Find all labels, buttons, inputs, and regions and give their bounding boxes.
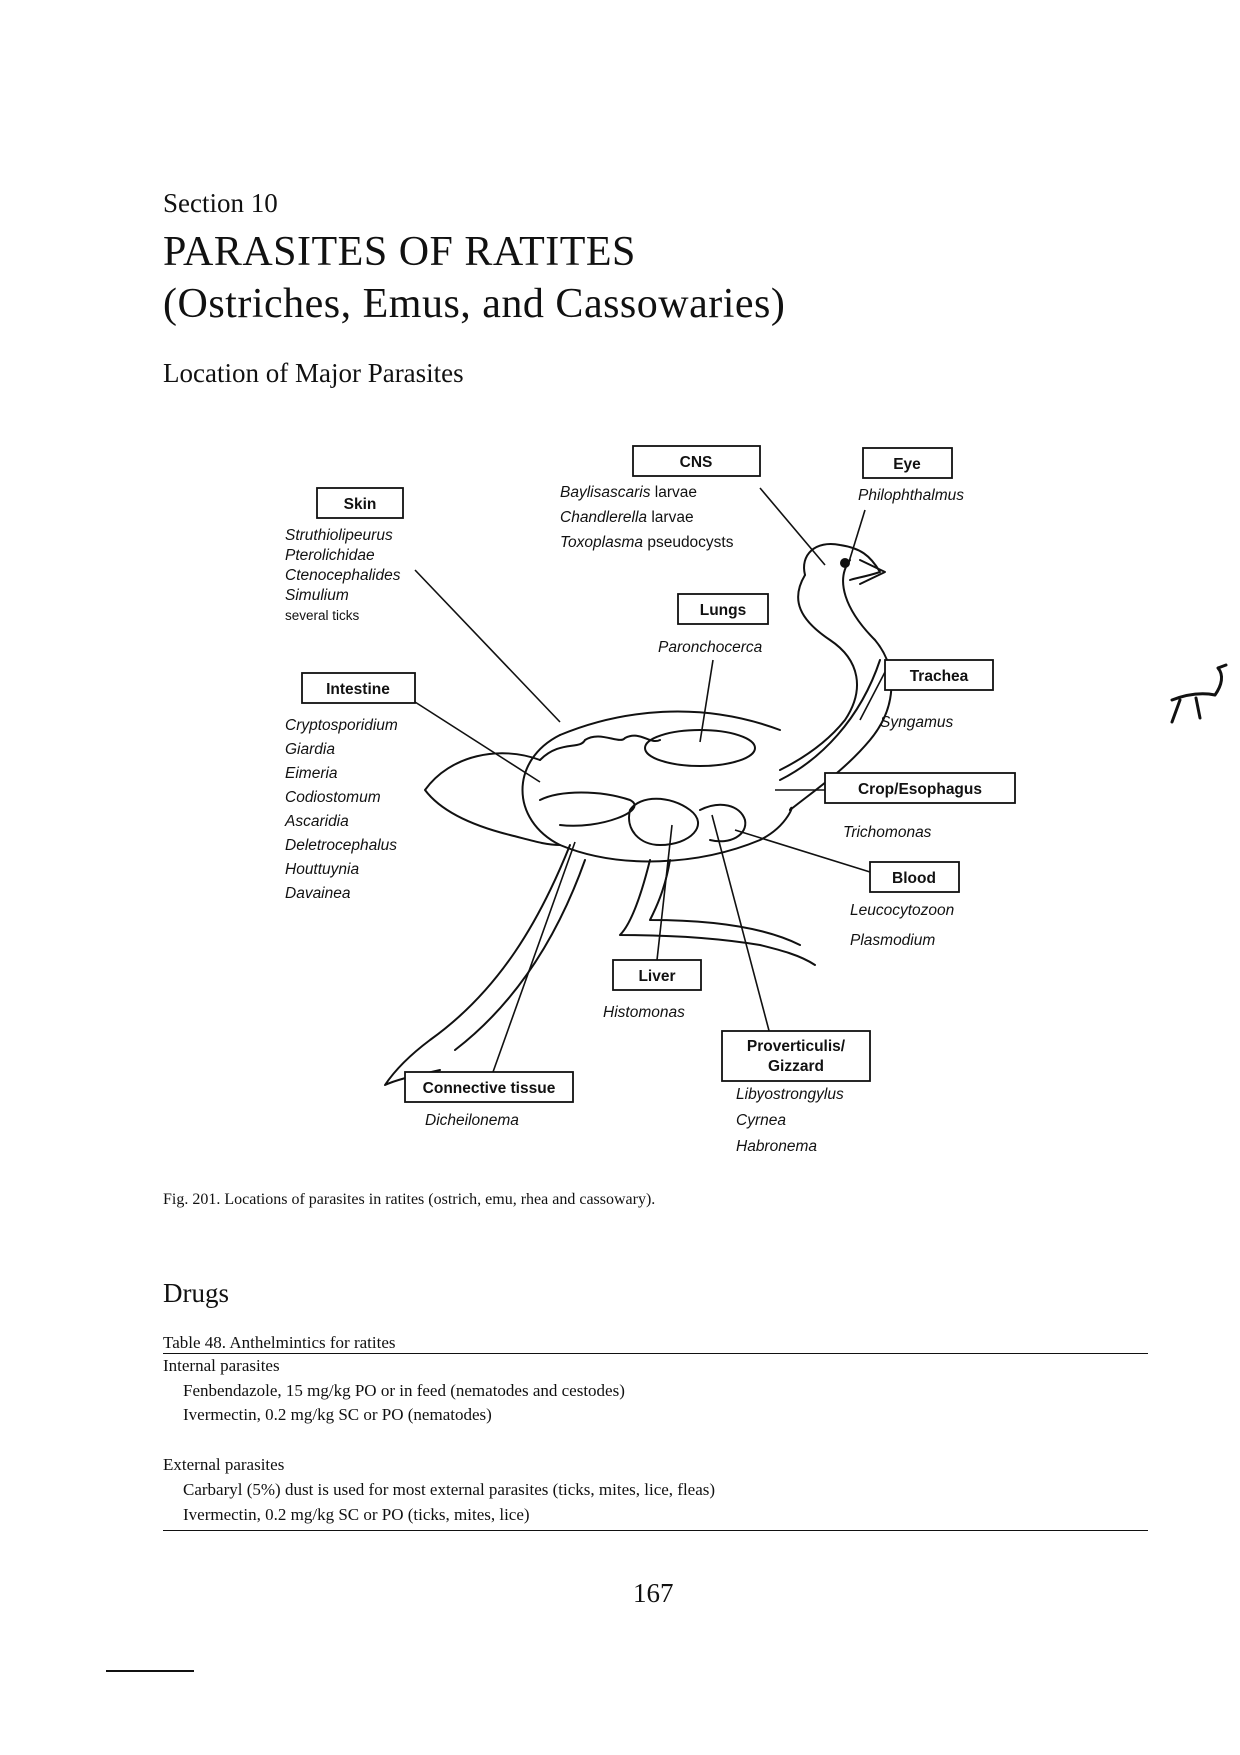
cns-label: CNS (680, 454, 713, 471)
eye-parasite: Philophthalmus (858, 487, 964, 504)
intestine-parasite: Giardia (285, 741, 335, 758)
trachea-tube (779, 659, 881, 781)
ostrich-margin-icon (1170, 663, 1228, 724)
intestine-parasite: Codiostomum (285, 789, 381, 806)
ostrich-leg-front-inner (649, 859, 801, 946)
external-parasites-heading: External parasites (163, 1455, 285, 1474)
blood-parasite: Leucocytozoon (850, 902, 954, 919)
proventriculus-box (721, 1030, 871, 1082)
ostrich-leg-back (384, 844, 571, 1086)
page-number: 167 (633, 1578, 674, 1608)
ostrich-leg-back-inner (454, 859, 586, 1051)
intestine-coils (539, 734, 661, 761)
cns-parasite: Baylisascaris larvae (560, 484, 697, 501)
intestine-label: Intestine (326, 681, 390, 698)
footer-rule (106, 1670, 194, 1672)
crop-parasite: Trichomonas (843, 824, 932, 841)
internal-parasites-heading: Internal parasites (163, 1356, 280, 1375)
external-drug-item: Ivermectin, 0.2 mg/kg SC or PO (ticks, m… (183, 1505, 530, 1524)
eye-box (862, 447, 953, 479)
blood-box (869, 861, 960, 893)
liver-box (612, 959, 702, 991)
proventriculus-parasite: Libyostrongylus (736, 1086, 844, 1103)
title-line-1: PARASITES OF RATITES (163, 229, 636, 275)
intestine-parasite: Cryptosporidium (285, 717, 398, 734)
proventriculus-label-1: Proverticulis/ (747, 1038, 846, 1055)
connective-parasite: Dicheilonema (425, 1112, 519, 1129)
location-boxes (301, 445, 1016, 1103)
intestine-parasite: Eimeria (285, 765, 338, 782)
trachea-parasite: Syngamus (880, 714, 953, 731)
cns-parasite: Toxoplasma pseudocysts (560, 534, 734, 551)
skin-box (316, 487, 404, 519)
skin-parasite: Pterolichidae (285, 547, 375, 564)
parasite-names: Baylisascaris larvae Chandlerella larvae… (284, 484, 964, 1155)
connective-box (404, 1071, 574, 1103)
trachea-label: Trachea (910, 668, 969, 685)
proventriculus-parasite: Habronema (736, 1138, 817, 1155)
skin-note: several ticks (285, 608, 360, 623)
figure-caption: Fig. 201. Locations of parasites in rati… (163, 1191, 656, 1208)
intestine-box (301, 672, 416, 704)
blood-label: Blood (892, 870, 936, 887)
external-drug-item: Carbaryl (5%) dust is used for most exte… (183, 1480, 716, 1499)
intestine-loop-lower (539, 791, 636, 827)
proventriculus-parasite: Cyrnea (736, 1112, 786, 1129)
table-bottom-rule (163, 1530, 1148, 1531)
blood-parasite: Plasmodium (850, 932, 935, 949)
liver-label: Liver (638, 968, 675, 985)
liver-organ (628, 797, 700, 846)
drugs-heading: Drugs (163, 1278, 229, 1308)
page-title: PARASITES OF RATITES (Ostriches, Emus, a… (163, 226, 785, 330)
lungs-organ (644, 729, 756, 767)
lungs-parasite: Paronchocerca (658, 639, 763, 656)
internal-drug-item: Fenbendazole, 15 mg/kg PO or in feed (ne… (183, 1381, 625, 1400)
table-caption: Table 48. Anthelmintics for ratites (163, 1333, 396, 1352)
proventriculus-label-2: Gizzard (768, 1058, 824, 1075)
intestine-parasite: Houttuynia (285, 861, 359, 878)
lungs-label: Lungs (700, 602, 747, 619)
skin-parasite: Simulium (285, 587, 349, 604)
ostrich-beak (859, 559, 886, 585)
lungs-box (677, 593, 769, 625)
ostrich-leg-front (619, 859, 816, 966)
connective-label: Connective tissue (423, 1080, 556, 1097)
crop-box (824, 772, 1016, 804)
skin-parasite: Struthiolipeurus (285, 527, 393, 544)
skin-parasite: Ctenocephalides (285, 567, 401, 584)
internal-drug-item: Ivermectin, 0.2 mg/kg SC or PO (nematode… (183, 1405, 492, 1424)
cns-parasite: Chandlerella larvae (560, 509, 694, 526)
crop-label: Crop/Esophagus (858, 781, 982, 798)
ostrich-tail (424, 752, 561, 846)
pointer-lines (414, 487, 886, 1073)
cns-box (632, 445, 761, 477)
intestine-parasite: Deletrocephalus (285, 837, 397, 854)
eye-label: Eye (893, 456, 921, 473)
skin-label: Skin (344, 496, 377, 513)
ostrich-body-underside (521, 734, 793, 863)
table-top-rule (163, 1353, 1148, 1354)
ostrich-neck-front (779, 574, 858, 771)
liver-parasite: Histomonas (603, 1004, 685, 1021)
intestine-parasite: Davainea (285, 885, 351, 902)
box-labels: CNS Eye Skin Lungs Trachea Intestine Cro… (326, 454, 982, 1097)
ostrich-back (559, 710, 781, 736)
intestine-parasite: Ascaridia (284, 813, 349, 830)
title-line-2: (Ostriches, Emus, and Cassowaries) (163, 281, 786, 327)
section-label: Section 10 (163, 188, 278, 218)
subheading: Location of Major Parasites (163, 358, 464, 388)
trachea-box (884, 659, 994, 691)
ostrich-head (803, 543, 881, 581)
proventriculus-organ (699, 803, 747, 843)
